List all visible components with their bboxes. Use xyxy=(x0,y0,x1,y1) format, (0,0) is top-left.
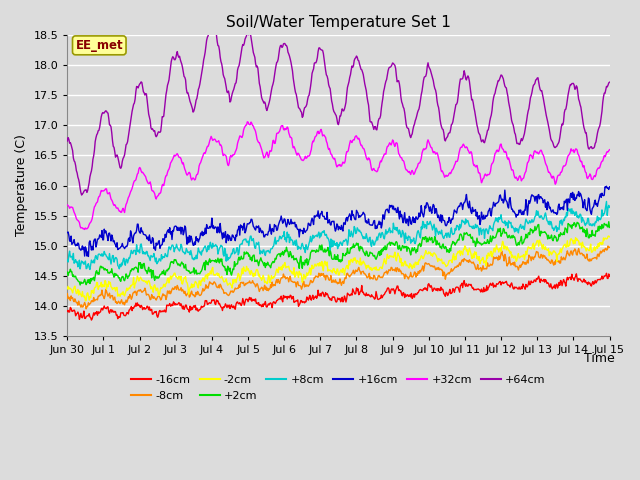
+2cm xyxy=(437,244,445,250)
-16cm xyxy=(603,270,611,276)
+16cm xyxy=(605,184,613,190)
+8cm xyxy=(207,240,214,245)
+32cm xyxy=(438,169,445,175)
-8cm xyxy=(383,271,391,277)
Line: -8cm: -8cm xyxy=(67,246,609,309)
Line: +64cm: +64cm xyxy=(67,20,609,195)
-8cm xyxy=(183,291,191,297)
-2cm xyxy=(207,268,214,274)
-16cm xyxy=(207,300,214,306)
+8cm xyxy=(331,242,339,248)
+64cm xyxy=(557,124,565,130)
+2cm xyxy=(383,242,391,248)
+32cm xyxy=(63,202,71,208)
+8cm xyxy=(183,248,191,253)
+32cm xyxy=(243,119,251,125)
+64cm xyxy=(384,68,392,73)
Line: +8cm: +8cm xyxy=(67,202,609,269)
+32cm xyxy=(81,227,88,232)
-8cm xyxy=(437,266,445,272)
+64cm xyxy=(63,138,71,144)
-2cm xyxy=(383,252,391,257)
+64cm xyxy=(78,192,86,198)
-16cm xyxy=(183,305,191,311)
Line: +16cm: +16cm xyxy=(67,186,609,256)
+8cm xyxy=(383,229,391,235)
Line: -2cm: -2cm xyxy=(67,236,609,301)
+32cm xyxy=(183,172,191,178)
+16cm xyxy=(84,253,92,259)
-2cm xyxy=(437,257,445,263)
+64cm xyxy=(207,17,215,23)
+64cm xyxy=(332,111,339,117)
+2cm xyxy=(605,219,612,225)
+2cm xyxy=(557,230,564,236)
+16cm xyxy=(63,229,71,235)
-16cm xyxy=(557,277,564,283)
Line: -16cm: -16cm xyxy=(67,273,609,320)
-2cm xyxy=(331,269,339,275)
-2cm xyxy=(183,280,191,286)
-16cm xyxy=(63,309,71,314)
Text: EE_met: EE_met xyxy=(76,39,123,52)
-16cm xyxy=(383,286,391,291)
+32cm xyxy=(557,169,565,175)
+16cm xyxy=(183,241,191,247)
X-axis label: Time: Time xyxy=(584,352,615,365)
Y-axis label: Temperature (C): Temperature (C) xyxy=(15,134,28,237)
Title: Soil/Water Temperature Set 1: Soil/Water Temperature Set 1 xyxy=(226,15,451,30)
+2cm xyxy=(63,269,71,275)
-16cm xyxy=(331,295,339,300)
+16cm xyxy=(331,225,339,230)
+8cm xyxy=(437,231,445,237)
+32cm xyxy=(605,147,613,153)
-16cm xyxy=(88,317,95,323)
+2cm xyxy=(331,252,339,258)
+64cm xyxy=(605,79,613,85)
+32cm xyxy=(332,158,339,164)
+32cm xyxy=(384,144,392,149)
-8cm xyxy=(605,244,613,250)
Line: +32cm: +32cm xyxy=(67,122,609,229)
-2cm xyxy=(605,233,612,239)
+16cm xyxy=(437,212,445,217)
+16cm xyxy=(557,205,564,211)
Legend: -16cm, -8cm, -2cm, +2cm, +8cm, +16cm, +32cm, +64cm: -16cm, -8cm, -2cm, +2cm, +8cm, +16cm, +3… xyxy=(131,375,546,401)
-2cm xyxy=(63,286,71,292)
+8cm xyxy=(605,204,613,210)
-8cm xyxy=(604,243,612,249)
+8cm xyxy=(63,257,71,263)
+2cm xyxy=(605,225,613,230)
+16cm xyxy=(603,183,611,189)
-8cm xyxy=(63,291,71,297)
+32cm xyxy=(207,136,214,142)
-2cm xyxy=(605,234,613,240)
-16cm xyxy=(437,284,445,290)
Line: +2cm: +2cm xyxy=(67,222,609,285)
-8cm xyxy=(331,279,339,285)
+8cm xyxy=(603,199,611,204)
+16cm xyxy=(383,206,391,212)
+2cm xyxy=(76,282,84,288)
-16cm xyxy=(605,274,613,279)
-2cm xyxy=(81,298,89,304)
-8cm xyxy=(83,306,90,312)
+64cm xyxy=(438,124,445,130)
+2cm xyxy=(207,260,214,265)
+64cm xyxy=(183,90,191,96)
-8cm xyxy=(557,260,564,266)
+16cm xyxy=(207,225,214,231)
+2cm xyxy=(183,267,191,273)
-8cm xyxy=(207,280,214,286)
+8cm xyxy=(86,266,94,272)
+8cm xyxy=(557,220,564,226)
-2cm xyxy=(557,246,564,252)
+64cm xyxy=(207,17,214,23)
